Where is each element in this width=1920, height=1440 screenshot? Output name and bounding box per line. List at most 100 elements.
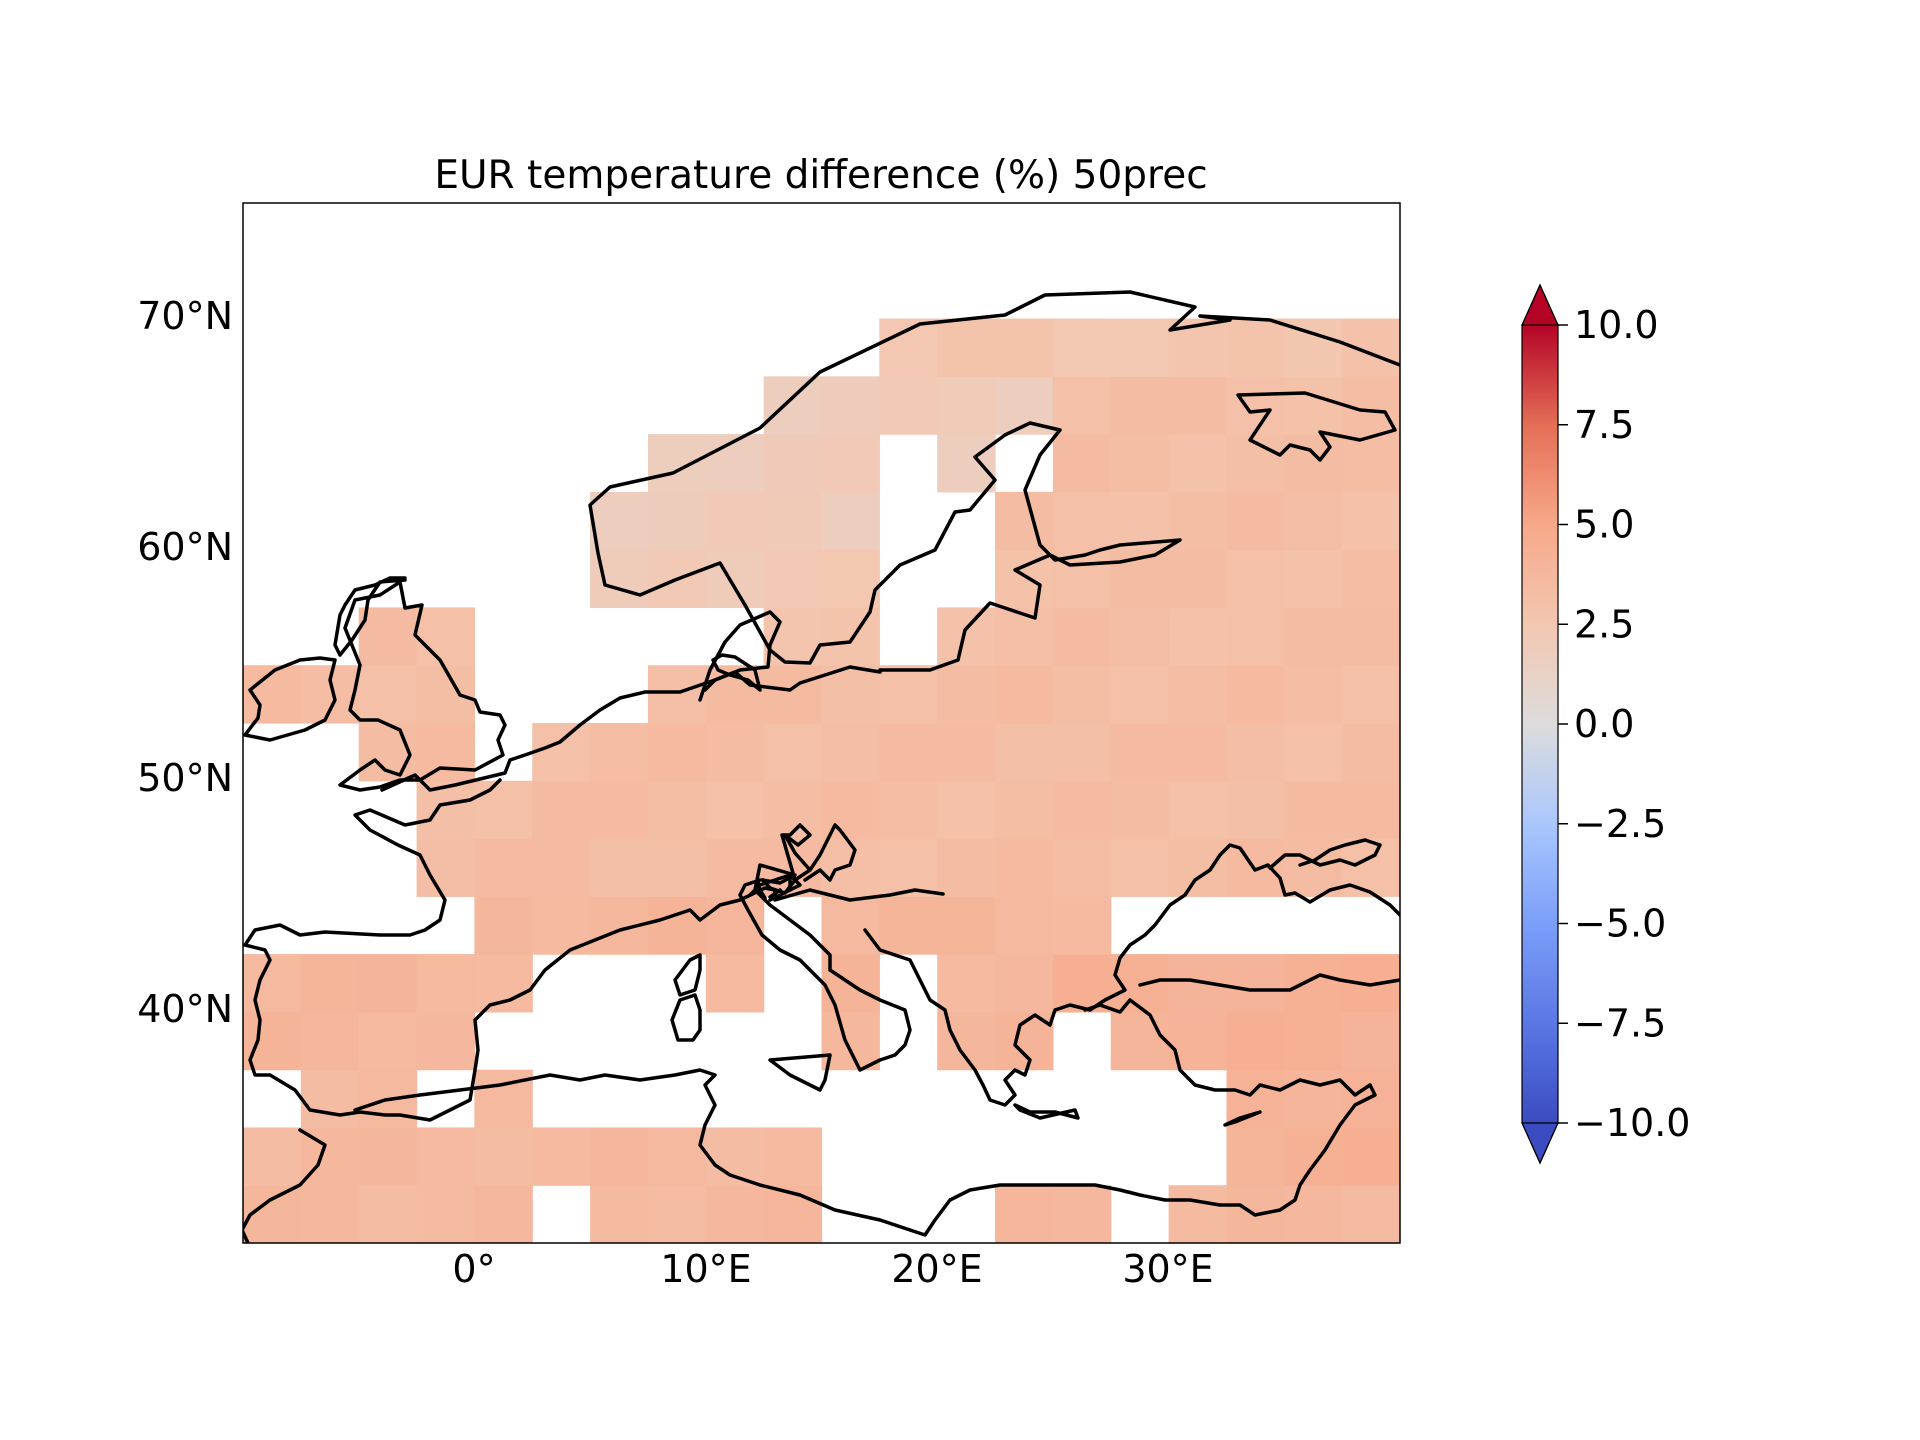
heatmap-cell (705, 549, 765, 609)
heatmap-cell (1226, 954, 1285, 1013)
heatmap-cell (474, 838, 533, 897)
colorbar-tick-label: 5.0 (1574, 503, 1634, 547)
crimea-coastline (1268, 838, 1382, 870)
heatmap-cell (705, 896, 765, 955)
lon-label-20e: 20°E (891, 1247, 982, 1291)
heatmap-cell (763, 780, 823, 840)
heatmap-cell (358, 954, 418, 1013)
heatmap-cell (995, 723, 1054, 782)
black-sea-south (1138, 973, 1400, 992)
cyprus-coastline (1223, 1110, 1262, 1127)
heatmap-cell (416, 607, 475, 666)
map-title: EUR temperature difference (%) 50prec (434, 153, 1207, 198)
heatmap-cell (821, 723, 880, 782)
heatmap-cell (1168, 549, 1228, 609)
heatmap-cell (995, 954, 1054, 1013)
heatmap-cell (937, 376, 996, 435)
heatmap-cell (590, 780, 649, 840)
heatmap-cell (821, 491, 880, 551)
heatmap-cell (995, 838, 1054, 897)
heatmap-cell (995, 1185, 1054, 1243)
heatmap-cell (1342, 780, 1400, 840)
heatmap-cell (1110, 434, 1170, 493)
heatmap-cell (1052, 838, 1112, 897)
heatmap-cell (647, 896, 707, 955)
heatmap-cell (358, 1185, 418, 1243)
heatmap-cell (1226, 780, 1285, 840)
heatmap-cell (358, 1127, 418, 1186)
heatmap-cell (1284, 665, 1343, 724)
heatmap-cell (1110, 780, 1170, 840)
heatmap-cell (1052, 723, 1112, 782)
heatmap-cell (1342, 838, 1400, 897)
heatmap-cell (995, 665, 1054, 724)
heatmap-cell (937, 780, 996, 840)
heatmap-cell (647, 780, 707, 840)
heatmap-cell (474, 896, 533, 955)
longitude-labels: 0° 10°E 20°E 30°E (452, 1247, 1213, 1291)
lat-label-70: 70°N (137, 294, 233, 338)
heatmap-cell (1168, 434, 1228, 493)
heatmap-cell (821, 434, 880, 493)
colorbar-tick-label: 7.5 (1574, 403, 1634, 447)
heatmap-cell (995, 318, 1054, 377)
heatmap-cell (416, 1011, 475, 1071)
heatmap-cell (1052, 665, 1112, 724)
heatmap-cell (821, 1011, 880, 1071)
heatmap-cell (1168, 838, 1228, 897)
heatmap-cell (1284, 607, 1343, 666)
heatmap-cell (1110, 1011, 1170, 1071)
heatmap-cell (1342, 549, 1400, 609)
heatmap-cell (705, 1185, 765, 1243)
heatmap-cell (995, 780, 1054, 840)
heatmap-cell (1226, 1127, 1285, 1186)
heatmap-cell (763, 723, 823, 782)
lon-label-30e: 30°E (1122, 1247, 1213, 1291)
heatmap-cell (532, 838, 591, 897)
lat-label-60: 60°N (137, 525, 233, 569)
heatmap-cell (1168, 607, 1228, 666)
heatmap-cell (1226, 1011, 1285, 1071)
heatmap-cell (416, 1185, 475, 1243)
heatmap-cell (416, 954, 475, 1013)
lat-label-50: 50°N (137, 756, 233, 800)
heatmap-cell (1052, 607, 1112, 666)
colorbar-extend-min (1521, 1122, 1559, 1165)
heatmap-cell (1052, 896, 1112, 955)
heatmap-cell (763, 549, 823, 609)
colorbar-tick-label: −7.5 (1574, 1001, 1666, 1045)
heatmap-cell (1284, 1011, 1343, 1071)
heatmap-cell (358, 1011, 418, 1071)
sicily-coastline (768, 1053, 832, 1092)
balkans-coastline (863, 843, 1400, 1107)
heatmap-cell (1284, 780, 1343, 840)
heatmap-cell (937, 665, 996, 724)
heatmap-cell (416, 723, 475, 782)
heatmap-cell (532, 780, 591, 840)
heatmap-cell (937, 434, 996, 493)
heatmap-cell (647, 1127, 707, 1186)
heatmap-cell (821, 549, 880, 609)
heatmap-cell (1226, 665, 1285, 724)
heatmap-cell (1284, 954, 1343, 1013)
heatmap-cell (1284, 434, 1343, 493)
heatmap-cell (821, 780, 880, 840)
heatmap-cell (647, 838, 707, 897)
heatmap-cell (358, 665, 418, 724)
heatmap-cell (1052, 376, 1112, 435)
heatmap-cell (243, 1011, 302, 1071)
colorbar-tick-label: 0.0 (1574, 702, 1634, 746)
heatmap-cell (1342, 1185, 1400, 1243)
heatmap-cell (763, 434, 823, 493)
jutland-coastline (711, 653, 762, 692)
colorbar-tick-label: −5.0 (1574, 902, 1666, 946)
heatmap-cell (1168, 376, 1228, 435)
heatmap-cell (300, 1069, 360, 1129)
heatmap-cell (1226, 549, 1285, 609)
heatmap-cell (821, 607, 880, 666)
heatmap-cell (532, 723, 591, 782)
heatmap-cell (1284, 491, 1343, 551)
heatmap-cell (1110, 607, 1170, 666)
heatmap-cell (1052, 434, 1112, 493)
